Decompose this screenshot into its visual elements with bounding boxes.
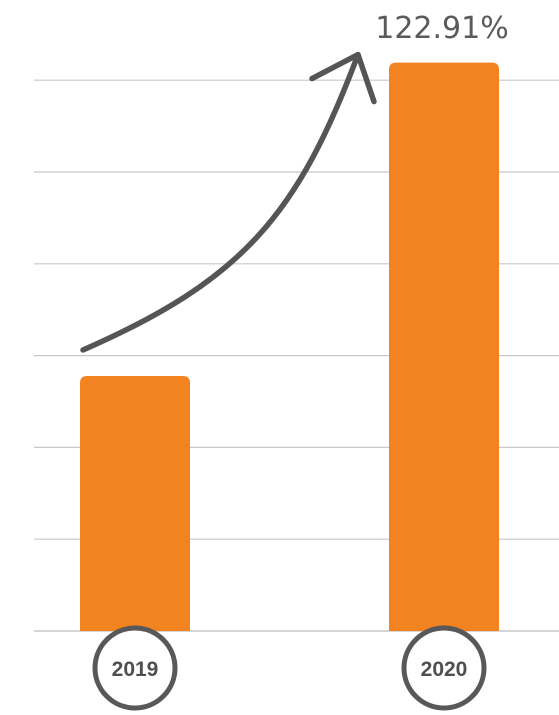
year-ring-2019 [92,625,178,711]
growth-arrow [80,51,377,353]
bar-2019 [80,376,190,631]
x-tick-label: 2019 [112,658,159,681]
bar-2020 [389,62,499,632]
bars [80,62,499,632]
category-labels: 2019 2020 [92,625,487,711]
growth-percent-label: 122.91% [375,11,508,46]
growth-arrow-head [309,51,377,105]
year-ring-2020 [401,625,487,711]
growth-arrow-curve [80,51,361,353]
x-tick-label: 2020 [421,658,468,681]
